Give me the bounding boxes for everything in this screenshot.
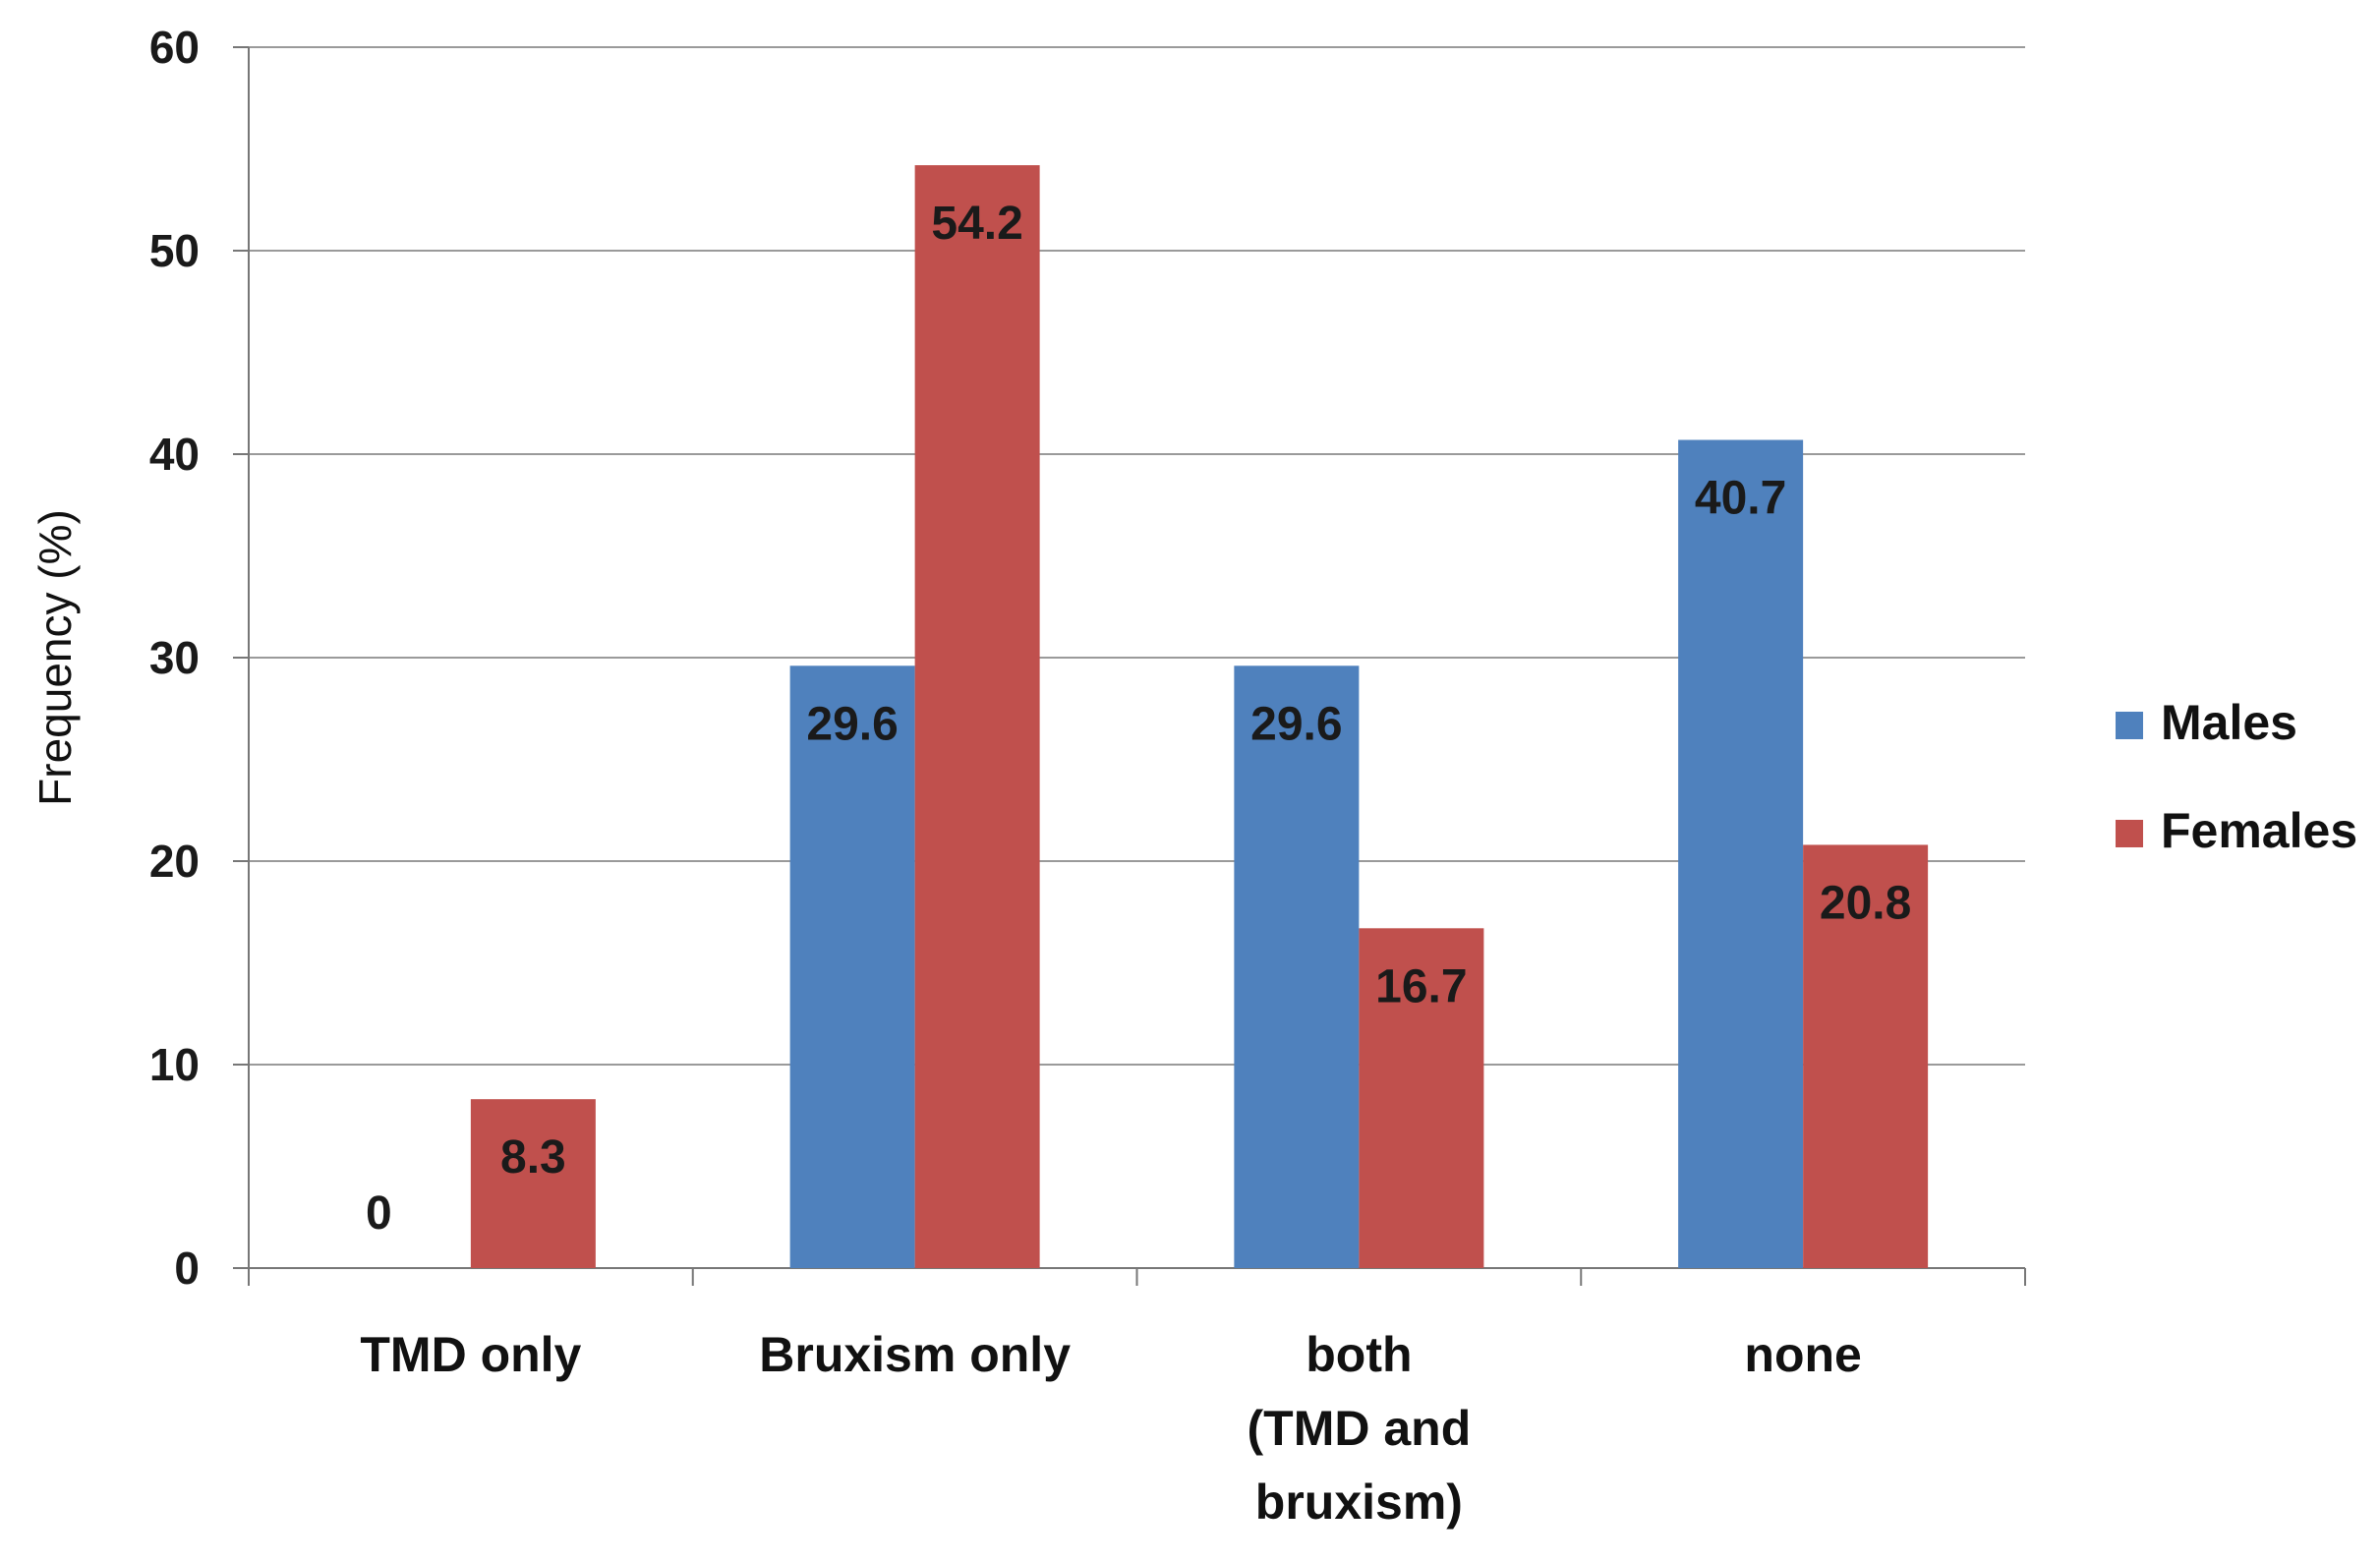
y-tick-label: 0 [174, 1243, 200, 1294]
data-label: 40.7 [1695, 473, 1786, 525]
data-label: 8.3 [500, 1131, 566, 1184]
data-label: 0 [366, 1187, 392, 1240]
x-category-label: bruxism) [1255, 1475, 1463, 1530]
bar-males-1 [789, 665, 915, 1268]
data-label: 29.6 [1250, 698, 1342, 750]
bars [470, 165, 1929, 1268]
bar-females-3 [1803, 844, 1929, 1268]
data-labels: 0 29.6 29.6 40.7 8.3 54.2 16.7 20.8 [366, 198, 1911, 1240]
bar-females-0 [470, 1099, 596, 1268]
data-label: 16.7 [1375, 960, 1467, 1012]
data-label: 54.2 [931, 198, 1022, 250]
y-tick-labels: 0 10 20 30 40 50 60 [149, 22, 200, 1294]
legend-swatch-males [2116, 712, 2143, 739]
x-category-label: Bruxism only [759, 1327, 1071, 1382]
bar-males-2 [1234, 665, 1360, 1268]
y-tick-label: 30 [149, 632, 200, 683]
legend: Males Females [2116, 695, 2357, 858]
x-category-label: (TMD and [1248, 1401, 1472, 1456]
legend-label-males: Males [2161, 695, 2297, 750]
legend-label-females: Females [2161, 803, 2357, 858]
x-category-label: both [1306, 1327, 1412, 1382]
x-category-label: TMD only [360, 1327, 581, 1382]
legend-swatch-females [2116, 820, 2143, 847]
bar-males-3 [1678, 439, 1804, 1268]
x-category-label: none [1744, 1327, 1861, 1382]
data-label: 29.6 [806, 698, 898, 750]
y-axis-label: Frequency (%) [29, 509, 81, 806]
y-tick-label: 40 [149, 429, 200, 480]
data-label: 20.8 [1820, 877, 1911, 929]
y-tick-label: 50 [149, 225, 200, 276]
bar-females-1 [914, 165, 1040, 1268]
bar-females-2 [1359, 928, 1484, 1268]
x-category-labels: TMD only Bruxism only both (TMD and bruxism)… [360, 1327, 1861, 1530]
y-tick-label: 20 [149, 836, 200, 887]
y-tick-label: 10 [149, 1039, 200, 1090]
y-tick-label: 60 [149, 22, 200, 73]
